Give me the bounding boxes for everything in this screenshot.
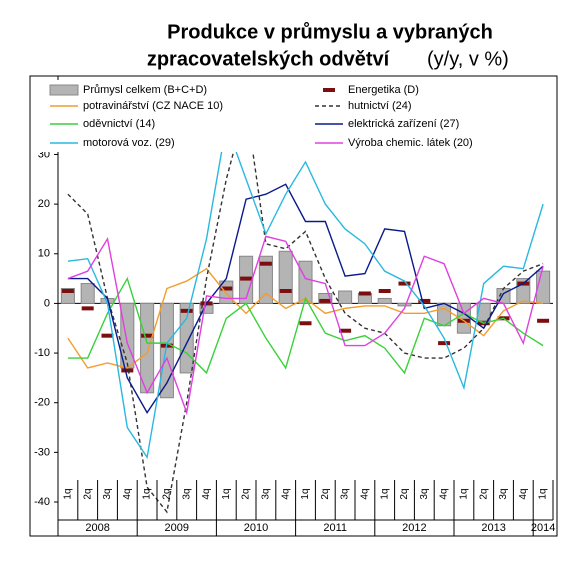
bar	[159, 302, 174, 399]
y-tick-label: 0	[44, 297, 50, 309]
x-tick-label: 3q	[498, 488, 509, 499]
x-tick-label: 2q	[478, 488, 489, 499]
bar	[536, 270, 551, 304]
legend-label: hutnictví (24)	[348, 100, 412, 112]
bar	[318, 292, 333, 304]
legend-label: elektrická zařízení (27)	[348, 118, 459, 130]
year-label: 2014	[531, 522, 555, 534]
x-tick-label: 2q	[241, 488, 252, 499]
bar	[476, 302, 491, 322]
bar	[179, 302, 194, 374]
x-tick-label: 3q	[340, 488, 351, 499]
legend-label: Energetika (D)	[348, 84, 419, 96]
y-tick-label: -30	[34, 446, 50, 458]
bar	[80, 283, 95, 304]
x-tick-label: 4q	[280, 488, 291, 499]
x-tick-label: 1q	[63, 488, 74, 499]
chart-title: zpracovatelských odvětví	[147, 48, 391, 70]
chart-title: Produkce v průmyslu a vybraných	[167, 21, 493, 43]
year-label: 2009	[165, 522, 189, 534]
legend-swatch	[49, 84, 79, 96]
legend-label: potravinářství (CZ NACE 10)	[83, 100, 223, 112]
legend-label: motorová voz. (29)	[83, 137, 175, 149]
bar	[140, 302, 155, 394]
x-tick-label: 1q	[221, 488, 232, 499]
x-tick-label: 1q	[142, 488, 153, 499]
plot-frame	[29, 75, 558, 537]
x-tick-label: 4q	[360, 488, 371, 499]
bar	[278, 250, 293, 304]
x-tick-label: 2q	[399, 488, 410, 499]
x-tick-label: 4q	[122, 488, 133, 499]
x-tick-label: 3q	[419, 488, 430, 499]
x-tick-label: 1q	[379, 488, 390, 499]
x-tick-label: 3q	[261, 488, 272, 499]
year-label: 2010	[244, 522, 268, 534]
legend-bg	[34, 80, 549, 152]
y-tick-label: -10	[34, 347, 50, 359]
y-tick-label: -40	[34, 496, 50, 508]
bar	[397, 302, 412, 307]
line-series	[67, 121, 544, 460]
year-label: 2011	[323, 522, 347, 534]
y-tick-label: -20	[34, 397, 50, 409]
x-tick-label: 2q	[162, 488, 173, 499]
x-tick-label: 4q	[201, 488, 212, 499]
chart-subtitle: (y/y, v %)	[427, 48, 509, 70]
legend-label: Výroba chemic. látek (20)	[348, 137, 473, 149]
year-label: 2012	[402, 522, 426, 534]
x-tick-label: 2q	[320, 488, 331, 499]
x-tick-label: 1q	[538, 488, 549, 499]
bar	[338, 290, 353, 304]
bar	[258, 255, 273, 304]
x-tick-label: 4q	[439, 488, 450, 499]
x-tick-label: 2q	[82, 488, 93, 499]
x-tick-label: 4q	[518, 488, 529, 499]
year-label: 2008	[85, 522, 109, 534]
y-tick-label: 10	[38, 248, 50, 260]
legend-label: Průmysl celkem (B+C+D)	[83, 84, 207, 96]
line-series	[67, 235, 544, 416]
legend-label: oděvnictví (14)	[83, 118, 155, 130]
year-label: 2013	[481, 522, 505, 534]
y-tick-label: 20	[38, 198, 50, 210]
x-tick-label: 1q	[459, 488, 470, 499]
x-tick-label: 3q	[181, 488, 192, 499]
x-tick-label: 3q	[102, 488, 113, 499]
bar	[377, 297, 392, 304]
x-tick-label: 1q	[300, 488, 311, 499]
line-series	[67, 104, 544, 514]
